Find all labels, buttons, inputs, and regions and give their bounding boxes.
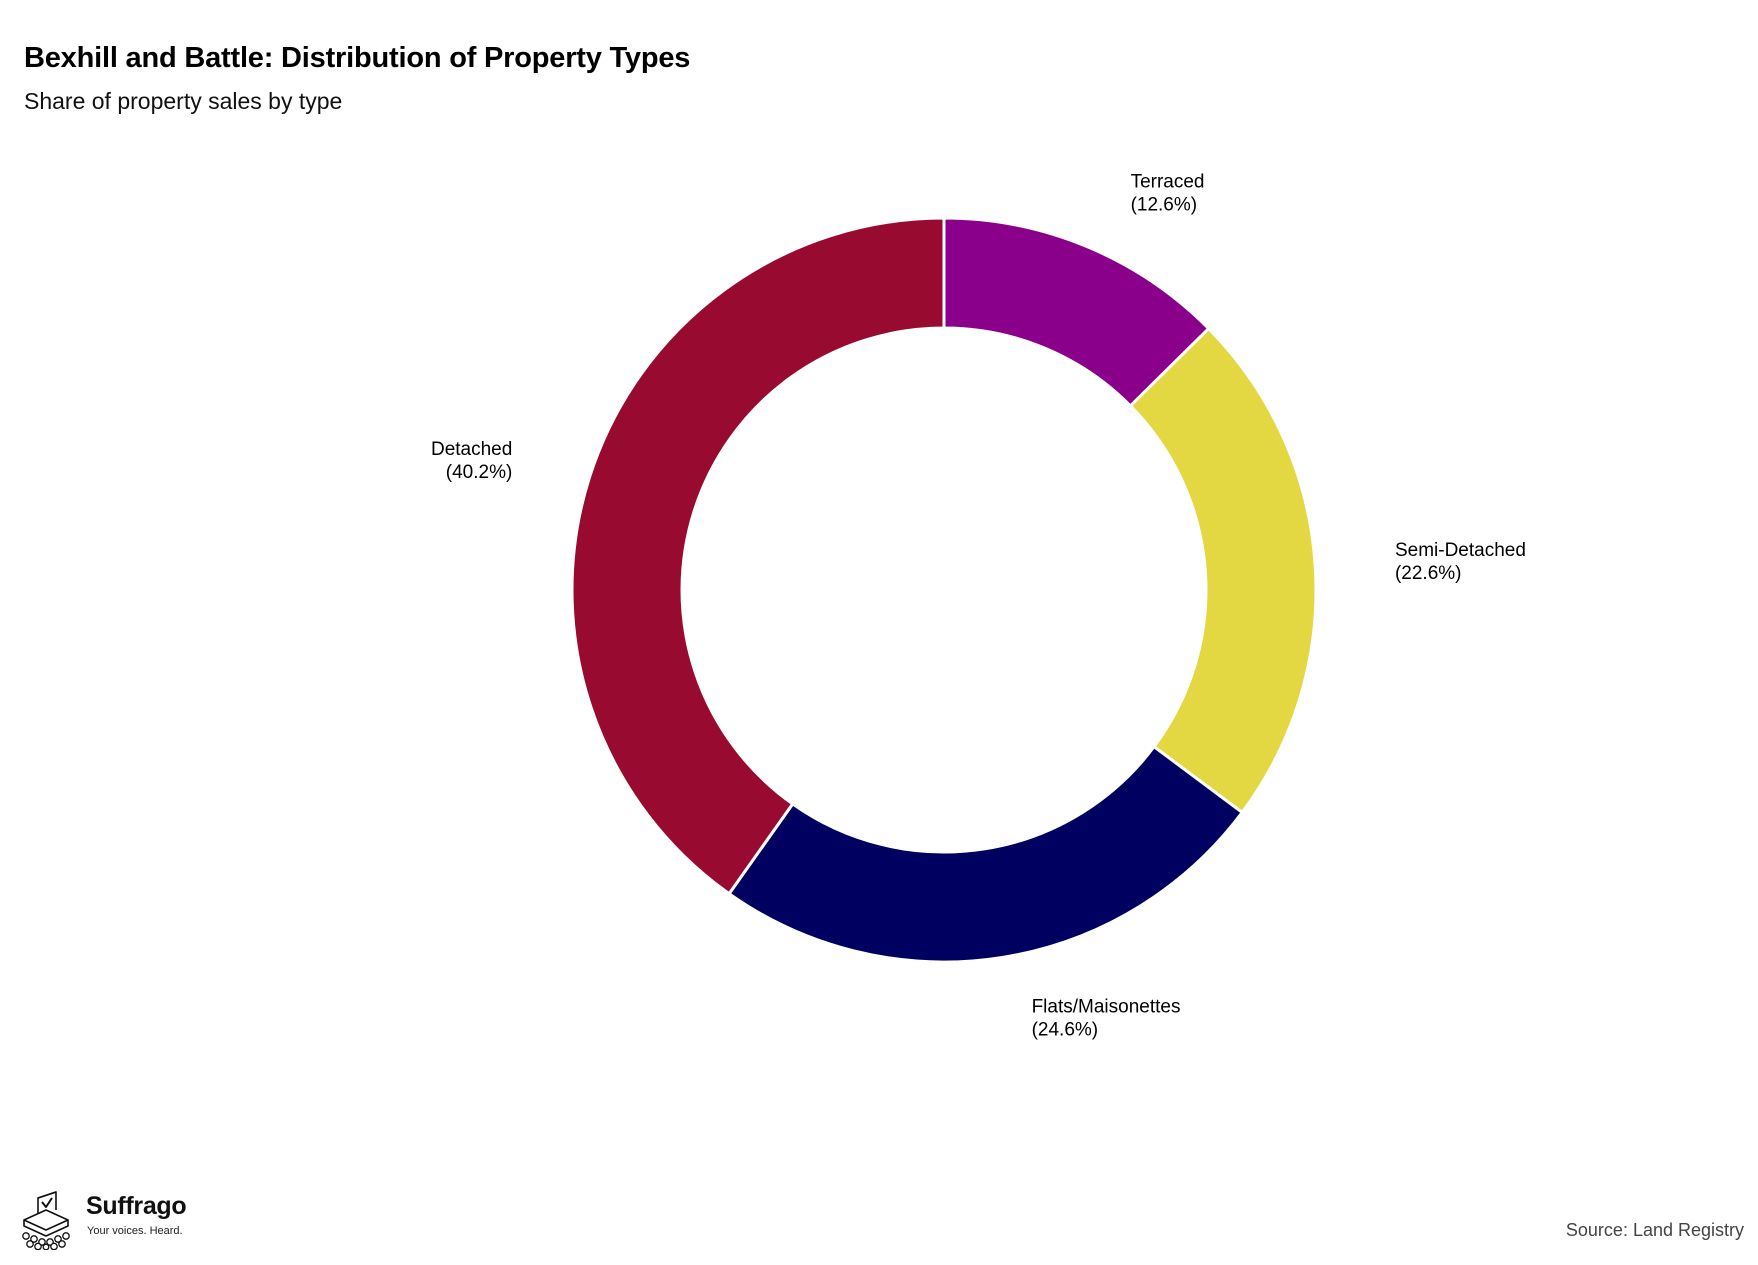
slice-label-detached: Detached (40.2%) [431,439,512,483]
slice-semi-detached [1128,326,1318,815]
brand-tagline: Your voices. Heard. [87,1225,183,1237]
slice-labels: Terraced (12.6%) Semi-Detached (22.6%) Flats… [431,171,1526,1040]
suffrago-logo: Suffrago Your voices. Heard. [16,1190,206,1250]
slice-name: Terraced [1131,171,1205,192]
source-note: Source: Land Registry [1565,1220,1744,1240]
slice-name: Detached [431,439,512,460]
chart-subtitle: Share of property sales by type [24,88,343,114]
chart-title: Bexhill and Battle: Distribution of Prop… [24,42,691,74]
slice-name: Semi-Detached [1395,540,1526,561]
slice-label-terraced: Terraced (12.6%) [1131,171,1205,215]
slice-label-flats-maisonettes: Flats/Maisonettes (24.6%) [1032,997,1181,1041]
slice-percent: (40.2%) [446,462,513,483]
slice-label-semi-detached: Semi-Detached (22.6%) [1395,540,1526,584]
slice-percent: (24.6%) [1032,1020,1099,1041]
slice-detached [570,216,946,896]
slice-percent: (22.6%) [1395,563,1462,584]
slice-percent: (12.6%) [1131,194,1198,215]
brand-name: Suffrago [86,1192,187,1220]
slice-name: Flats/Maisonettes [1032,997,1181,1018]
donut-slices [570,216,1318,964]
ballot-box-icon [22,1191,70,1250]
slice-flats-maisonettes [727,744,1245,964]
